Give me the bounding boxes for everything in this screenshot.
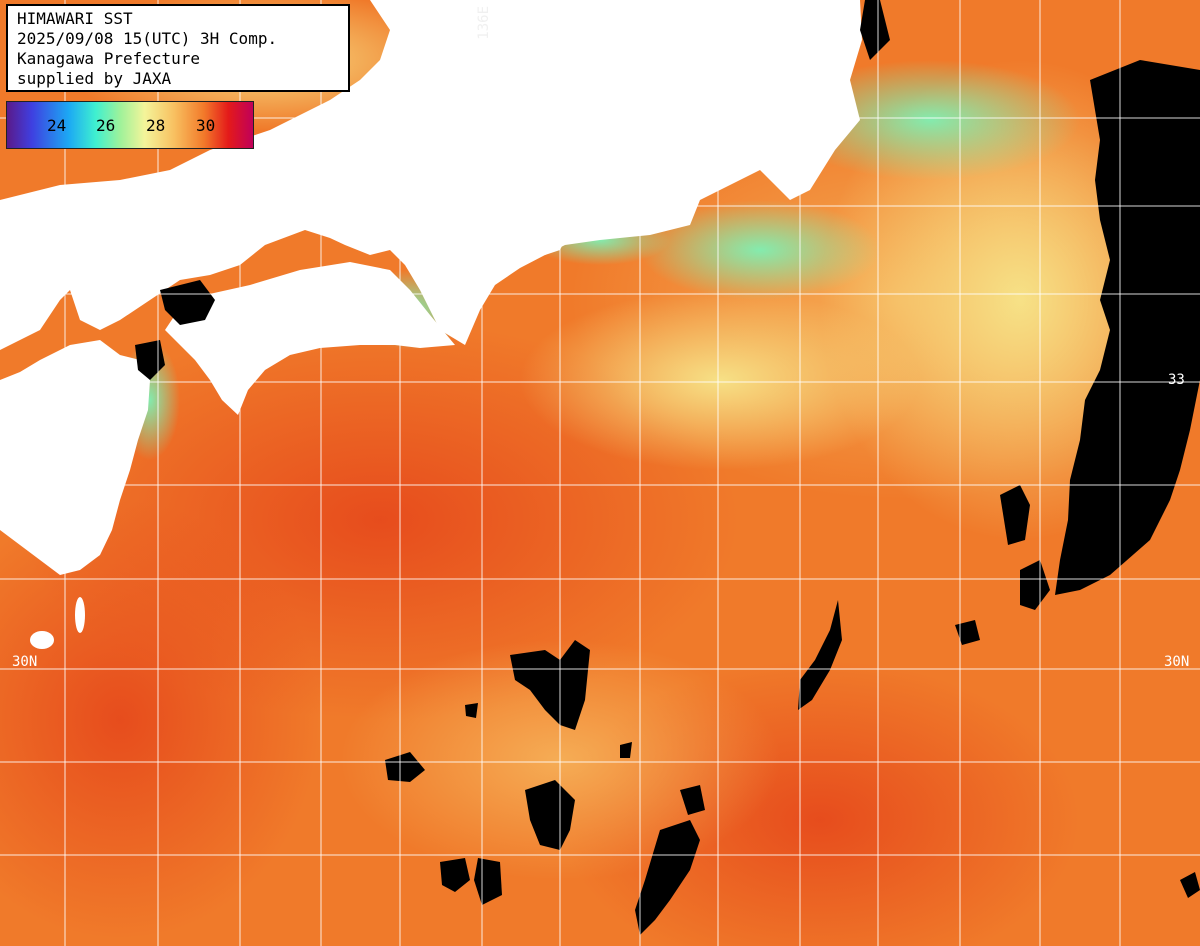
cloud-mask bbox=[798, 600, 842, 710]
cool-water-region bbox=[520, 290, 920, 470]
land-island bbox=[30, 631, 54, 649]
cloud-mask bbox=[1000, 485, 1030, 545]
color-scale-legend: 24 26 28 30 bbox=[6, 101, 254, 149]
cloud-mask bbox=[465, 703, 478, 718]
product-title: HIMAWARI SST bbox=[17, 9, 133, 28]
land-honshu bbox=[0, 0, 862, 350]
land-kyushu bbox=[0, 340, 150, 575]
timestamp: 2025/09/08 15(UTC) 3H Comp. bbox=[17, 29, 278, 48]
cloud-mask bbox=[1055, 60, 1200, 595]
legend-tick: 28 bbox=[146, 116, 166, 135]
land-kii bbox=[520, 195, 570, 255]
legend-tick: 30 bbox=[196, 116, 216, 135]
provider: Kanagawa Prefecture bbox=[17, 49, 201, 68]
land-izu bbox=[778, 132, 802, 168]
cloud-mask bbox=[160, 280, 215, 325]
cloud-mask bbox=[620, 742, 632, 758]
legend-tick: 26 bbox=[96, 116, 116, 135]
cloud-mask bbox=[635, 820, 700, 935]
credit: supplied by JAXA bbox=[17, 69, 172, 88]
land-island bbox=[479, 152, 497, 188]
title-box: HIMAWARI SST 2025/09/08 15(UTC) 3H Comp.… bbox=[6, 4, 350, 92]
land-island bbox=[75, 597, 85, 633]
lat-label-30n-right: 30N bbox=[1164, 654, 1190, 670]
legend-tick: 24 bbox=[47, 116, 67, 135]
cloud-mask bbox=[860, 0, 890, 60]
land-island bbox=[3, 377, 27, 413]
cloud-mask bbox=[510, 640, 590, 730]
lon-label-136e: 136E bbox=[476, 6, 492, 40]
lat-label-30n-left: 30N bbox=[12, 654, 38, 670]
cold-coastal-water bbox=[640, 200, 880, 300]
cloud-mask bbox=[955, 620, 980, 645]
cloud-mask bbox=[385, 752, 425, 782]
lat-label-33-right: 33 bbox=[1168, 372, 1185, 388]
cloud-mask bbox=[525, 780, 575, 850]
cold-coastal-water bbox=[780, 60, 1080, 180]
cloud-mask bbox=[680, 785, 705, 815]
cloud-mask bbox=[474, 858, 502, 905]
land-shikoku bbox=[165, 262, 455, 415]
cloud-mask bbox=[1020, 560, 1050, 610]
cloud-mask bbox=[1180, 872, 1200, 898]
cloud-mask bbox=[440, 858, 470, 892]
